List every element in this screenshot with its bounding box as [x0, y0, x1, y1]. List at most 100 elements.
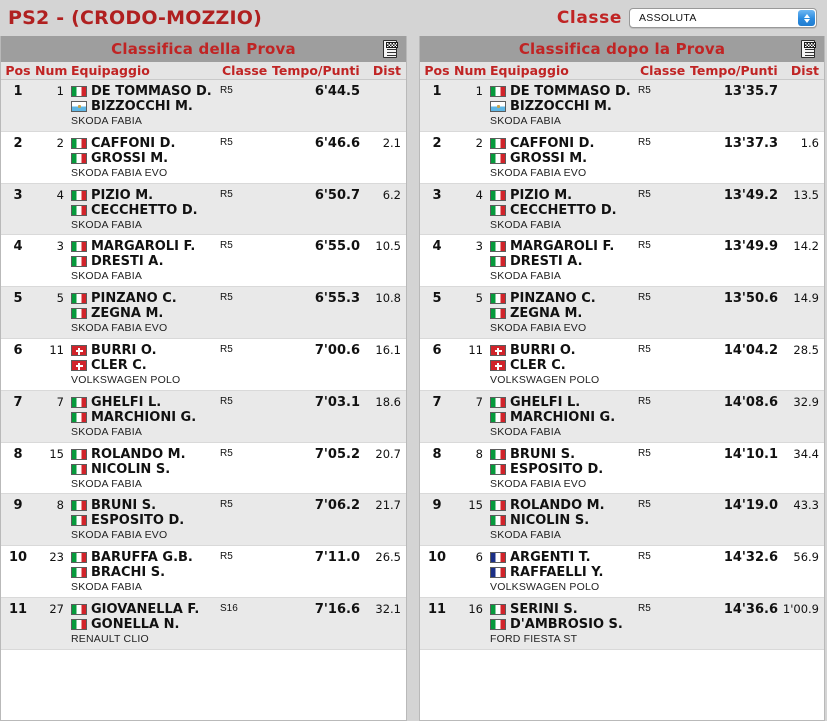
- table-row[interactable]: 8 8 BRUNI S. ESPOSITO D. SKODA FABIA EVO R5 14…: [420, 442, 824, 495]
- table-row[interactable]: 3 4 PIZIO M. CECCHETTO D. SKODA FABIA R5 13'49…: [420, 183, 824, 236]
- row-class: S16: [220, 602, 238, 614]
- row-time: 14'08.6: [723, 394, 778, 410]
- row-time: 7'11.0: [314, 550, 360, 566]
- clipboard-icon[interactable]: [801, 40, 816, 58]
- table-row[interactable]: 6 11 BURRI O. CLER C. VOLKSWAGEN POLO R5 14'04…: [420, 338, 824, 391]
- row-gap: 10.8: [375, 291, 401, 306]
- flag-che-icon: [71, 359, 87, 371]
- driver-name: MARGAROLI F.: [91, 239, 196, 255]
- row-time: 14'36.6: [723, 601, 778, 617]
- row-class: R5: [638, 551, 651, 563]
- row-codriver: MARCHIONI G.: [71, 410, 220, 425]
- row-codriver: NICOLIN S.: [490, 513, 638, 528]
- flag-ita-icon: [490, 86, 506, 97]
- codriver-name: ZEGNA M.: [91, 306, 164, 322]
- flag-smr-icon: [71, 101, 87, 112]
- row-position: 8: [432, 446, 442, 462]
- row-car-number: 2: [56, 135, 64, 150]
- table-row[interactable]: 5 5 PINZANO C. ZEGNA M. SKODA FABIA EVO R5 13'…: [420, 287, 824, 339]
- chevron-updown-icon[interactable]: [798, 10, 815, 26]
- codriver-name: ZEGNA M.: [510, 306, 583, 322]
- table-row[interactable]: 4 3 MARGAROLI F. DRESTI A. SKODA FABIA R5 13'4…: [420, 235, 824, 288]
- table-row[interactable]: 8 15 ROLANDO M. NICOLIN S. SKODA FABIA R5 7'05…: [1, 442, 406, 495]
- row-gap: 13.5: [793, 187, 819, 202]
- row-position: 9: [13, 498, 23, 514]
- driver-name: ARGENTI T.: [510, 550, 591, 566]
- row-gap: 32.9: [793, 394, 819, 409]
- driver-name: PIZIO M.: [510, 187, 573, 203]
- row-car-model: SKODA FABIA: [490, 218, 562, 231]
- driver-name: GIOVANELLA F.: [91, 601, 200, 617]
- flag-ita-icon: [490, 603, 506, 615]
- row-position: 10: [8, 550, 28, 566]
- row-crew: BRUNI S. ESPOSITO D. SKODA FABIA EVO: [486, 447, 638, 491]
- row-position: 1: [432, 84, 442, 99]
- row-driver: BURRI O.: [71, 343, 220, 358]
- clipboard-icon[interactable]: [383, 40, 398, 58]
- row-time: 13'50.6: [723, 291, 778, 307]
- row-time: 13'35.7: [723, 84, 778, 99]
- codriver-name: ESPOSITO D.: [91, 513, 185, 529]
- table-row[interactable]: 7 7 GHELFI L. MARCHIONI G. SKODA FABIA R5 7'03…: [1, 390, 406, 443]
- driver-name: ROLANDO M.: [510, 498, 605, 514]
- row-position: 8: [13, 446, 23, 462]
- row-driver: SERINI S.: [490, 602, 638, 617]
- row-gap: 6.2: [382, 187, 401, 202]
- row-car-number: 3: [475, 239, 483, 254]
- class-select-value: ASSOLUTA: [639, 12, 697, 24]
- row-crew: DE TOMMASO D. BIZZOCCHI M. SKODA FABIA: [486, 84, 638, 128]
- class-filter-label: Classe: [556, 8, 622, 28]
- row-gap: 1'00.9: [782, 601, 819, 616]
- row-driver: CAFFONI D.: [490, 136, 638, 151]
- row-crew: CAFFONI D. GROSSI M. SKODA FABIA EVO: [486, 136, 638, 180]
- table-row[interactable]: 11 27 GIOVANELLA F. GONELLA N. RENAULT CLIO S…: [1, 597, 406, 650]
- table-row[interactable]: 10 23 BARUFFA G.B. BRACHI S. SKODA FABIA R5 7'…: [1, 546, 406, 598]
- row-driver: DE TOMMASO D.: [71, 84, 220, 99]
- table-row[interactable]: 4 3 MARGAROLI F. DRESTI A. SKODA FABIA R5 6'55…: [1, 235, 406, 288]
- flag-ita-icon: [71, 308, 87, 320]
- flag-ita-icon: [71, 256, 87, 268]
- row-codriver: CECCHETTO D.: [71, 203, 220, 218]
- row-position: 2: [432, 135, 442, 151]
- flag-ita-icon: [71, 618, 87, 630]
- table-row[interactable]: 3 4 PIZIO M. CECCHETTO D. SKODA FABIA R5 6'50.…: [1, 183, 406, 236]
- codriver-name: NICOLIN S.: [91, 461, 171, 477]
- table-row[interactable]: 6 11 BURRI O. CLER C. VOLKSWAGEN POLO R5 7'00.…: [1, 338, 406, 391]
- codriver-name: BIZZOCCHI M.: [510, 99, 612, 114]
- col-dist: Dist: [372, 63, 401, 78]
- codriver-name: ESPOSITO D.: [510, 461, 604, 477]
- row-gap: 32.1: [375, 601, 401, 616]
- flag-fra-icon: [490, 567, 506, 579]
- row-car-number: 4: [475, 187, 483, 202]
- table-row[interactable]: 1 1 DE TOMMASO D. BIZZOCCHI M. SKODA FABIA R5…: [1, 80, 406, 132]
- flag-ita-icon: [490, 256, 506, 268]
- flag-ita-icon: [490, 396, 506, 408]
- flag-ita-icon: [71, 448, 87, 460]
- row-codriver: BIZZOCCHI M.: [71, 99, 220, 114]
- table-row[interactable]: 9 8 BRUNI S. ESPOSITO D. SKODA FABIA EVO R5 7'…: [1, 494, 406, 547]
- row-gap: 16.1: [375, 342, 401, 357]
- table-row[interactable]: 10 6 ARGENTI T. RAFFAELLI Y. VOLKSWAGEN POLO…: [420, 546, 824, 598]
- codriver-name: CECCHETTO D.: [510, 202, 617, 218]
- row-position: 11: [8, 601, 28, 617]
- table-row[interactable]: 5 5 PINZANO C. ZEGNA M. SKODA FABIA EVO R5 6'5…: [1, 287, 406, 339]
- row-crew: PIZIO M. CECCHETTO D. SKODA FABIA: [67, 188, 220, 232]
- row-class: R5: [220, 395, 233, 407]
- row-codriver: BRACHI S.: [71, 565, 220, 580]
- row-driver: BURRI O.: [490, 343, 638, 358]
- flag-fra-icon: [490, 552, 506, 564]
- row-car-model: FORD FIESTA ST: [490, 632, 578, 645]
- row-driver: BRUNI S.: [71, 498, 220, 513]
- table-row[interactable]: 1 1 DE TOMMASO D. BIZZOCCHI M. SKODA FABIA R5…: [420, 80, 824, 132]
- row-crew: BURRI O. CLER C. VOLKSWAGEN POLO: [67, 343, 220, 387]
- class-select[interactable]: ASSOLUTA: [629, 8, 817, 28]
- table-row[interactable]: 11 16 SERINI S. D'AMBROSIO S. FORD FIESTA ST…: [420, 597, 824, 650]
- row-codriver: CLER C.: [71, 358, 220, 373]
- table-row[interactable]: 2 2 CAFFONI D. GROSSI M. SKODA FABIA EVO R5 13…: [420, 131, 824, 184]
- table-row[interactable]: 2 2 CAFFONI D. GROSSI M. SKODA FABIA EVO R5 6'…: [1, 131, 406, 184]
- row-crew: ROLANDO M. NICOLIN S. SKODA FABIA: [67, 447, 220, 491]
- table-row[interactable]: 9 15 ROLANDO M. NICOLIN S. SKODA FABIA R5 14'1…: [420, 494, 824, 547]
- table-row[interactable]: 7 7 GHELFI L. MARCHIONI G. SKODA FABIA R5 14'0…: [420, 390, 824, 443]
- row-codriver: DRESTI A.: [490, 254, 638, 269]
- col-tempo: Tempo/Punti: [690, 63, 778, 78]
